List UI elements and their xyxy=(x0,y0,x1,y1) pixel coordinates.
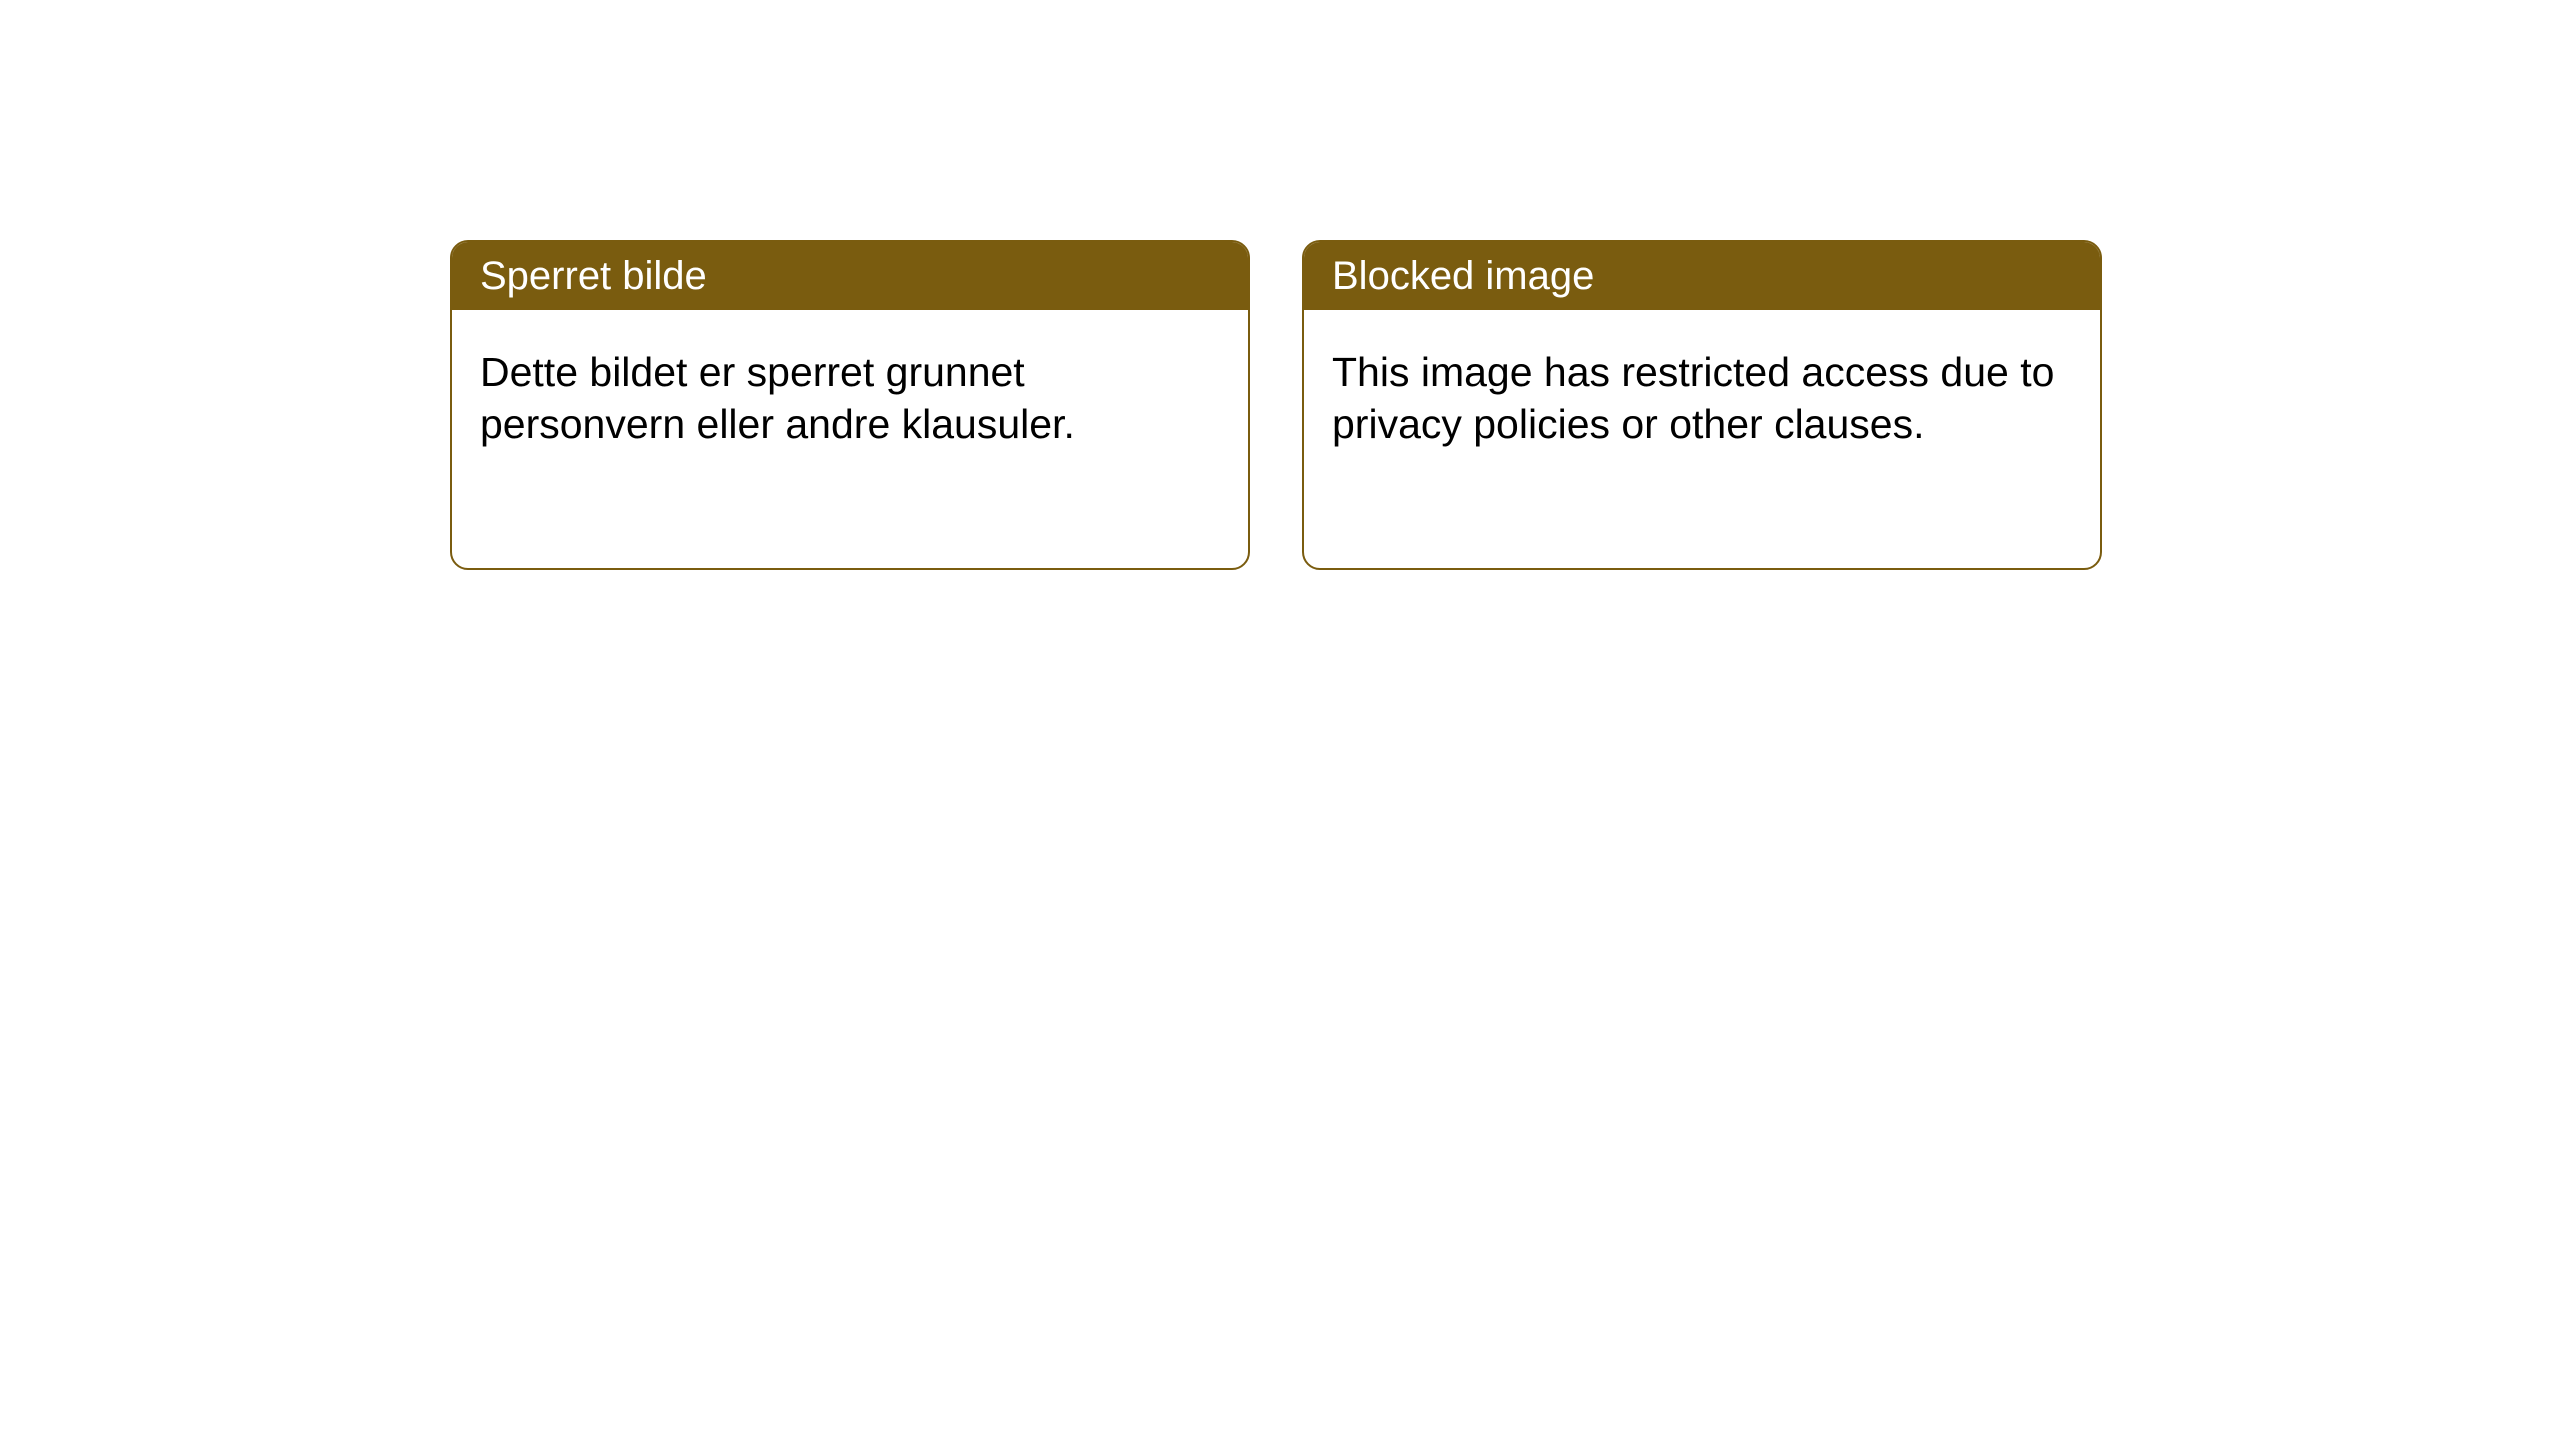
notice-container: Sperret bilde Dette bildet er sperret gr… xyxy=(0,0,2560,570)
notice-title: Blocked image xyxy=(1304,242,2100,310)
notice-body: This image has restricted access due to … xyxy=(1304,310,2100,487)
notice-body: Dette bildet er sperret grunnet personve… xyxy=(452,310,1248,487)
notice-card-english: Blocked image This image has restricted … xyxy=(1302,240,2102,570)
notice-card-norwegian: Sperret bilde Dette bildet er sperret gr… xyxy=(450,240,1250,570)
notice-title: Sperret bilde xyxy=(452,242,1248,310)
